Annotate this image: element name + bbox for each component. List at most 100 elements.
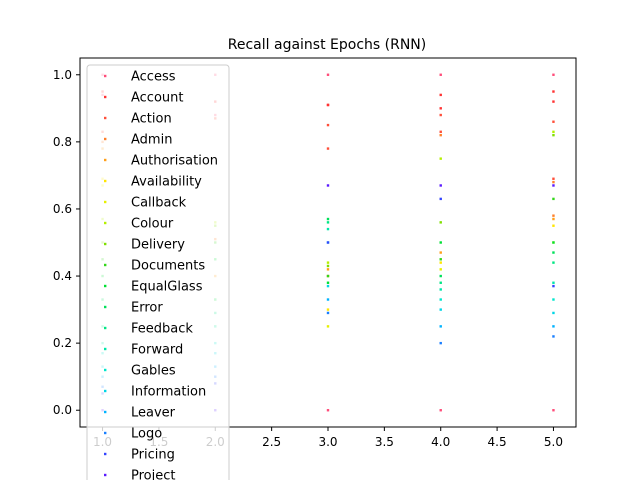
data-point	[326, 325, 330, 328]
data-point	[552, 90, 555, 93]
data-point	[552, 184, 555, 187]
data-point	[552, 120, 555, 123]
legend-box	[86, 64, 230, 480]
data-point	[326, 284, 330, 288]
chart-title: Recall against Epochs (RNN)	[228, 37, 426, 53]
x-tick-label: 4.5	[488, 435, 507, 449]
legend-marker	[104, 137, 107, 141]
data-point	[552, 214, 555, 217]
data-point	[552, 241, 555, 244]
data-point	[439, 308, 442, 311]
legend-marker	[104, 263, 107, 267]
y-tick-label: 0.0	[53, 403, 72, 417]
data-point	[439, 261, 442, 264]
data-point	[439, 341, 442, 345]
data-point	[552, 180, 555, 184]
legend-marker	[104, 326, 107, 330]
legend-marker	[104, 431, 107, 435]
legend-marker	[104, 389, 107, 393]
x-tick-label: 5.0	[544, 435, 563, 449]
legend-label: Forward	[131, 343, 183, 358]
data-point	[552, 325, 555, 328]
data-point	[439, 268, 442, 271]
legend-label: Availability	[131, 175, 202, 190]
legend-label: Feedback	[131, 322, 193, 337]
data-point	[552, 298, 555, 301]
data-point	[552, 281, 555, 284]
data-point	[439, 298, 442, 301]
data-point	[326, 281, 330, 284]
data-point	[552, 335, 555, 338]
data-point	[552, 409, 555, 412]
data-point	[439, 409, 442, 412]
legend-marker	[104, 347, 107, 351]
data-point	[552, 251, 555, 254]
data-point	[552, 261, 555, 264]
data-point	[326, 268, 330, 271]
data-point	[439, 93, 442, 97]
data-point	[552, 311, 555, 315]
data-point	[552, 100, 555, 103]
data-point	[439, 281, 442, 284]
x-tick-label: 2.5	[262, 435, 281, 449]
data-point	[326, 73, 330, 76]
data-point	[326, 274, 330, 278]
legend-marker	[104, 221, 107, 225]
data-point	[552, 217, 555, 221]
data-point	[326, 147, 330, 150]
y-axis: 0.0 0.2 0.4 0.6 0.8 1.0	[53, 68, 80, 417]
data-point	[439, 288, 442, 291]
legend-label: Documents	[131, 259, 205, 274]
legend-label: Logo	[131, 427, 162, 442]
data-point	[326, 261, 330, 264]
legend-marker	[104, 242, 107, 246]
legend-marker	[104, 305, 107, 309]
legend-label: Access	[131, 70, 176, 85]
data-point	[439, 73, 442, 76]
data-point	[439, 258, 442, 261]
data-point	[552, 130, 555, 133]
data-point	[439, 107, 442, 110]
x-tick-label: 4.0	[431, 435, 450, 449]
legend-marker	[104, 95, 107, 99]
data-point	[552, 284, 555, 288]
data-point	[326, 298, 330, 301]
data-point	[326, 221, 330, 224]
legend-label: EqualGlass	[131, 280, 203, 295]
data-point	[439, 184, 442, 187]
legend-label: Project	[131, 469, 175, 480]
legend-label: Pricing	[131, 448, 175, 463]
legend-marker	[104, 200, 107, 204]
data-point	[326, 227, 330, 231]
data-point	[326, 241, 330, 244]
data-point	[326, 184, 330, 187]
legend-marker	[104, 179, 107, 183]
data-point	[439, 251, 442, 254]
y-tick-label: 0.6	[53, 202, 72, 216]
data-point	[439, 241, 442, 244]
y-tick-label: 0.2	[53, 336, 72, 350]
legend-label: Account	[131, 91, 184, 106]
legend-label: Callback	[131, 196, 187, 211]
data-point	[326, 217, 330, 221]
legend-marker	[104, 410, 107, 414]
legend-marker	[104, 74, 107, 78]
legend-marker	[104, 452, 107, 456]
legend-marker	[104, 158, 107, 162]
data-point	[326, 123, 330, 127]
legend-label: Gables	[131, 364, 176, 379]
legend-label: Delivery	[131, 238, 185, 253]
data-point	[552, 177, 555, 180]
data-point	[439, 221, 442, 224]
legend-label: Information	[131, 385, 206, 400]
data-point	[552, 73, 555, 76]
legend-label: Admin	[131, 133, 172, 148]
y-tick-label: 0.8	[53, 135, 72, 149]
x-tick-label: 3.0	[318, 435, 337, 449]
legend-label: Error	[131, 301, 163, 316]
data-point	[326, 311, 330, 315]
legend-label: Leaver	[131, 406, 176, 421]
data-point	[552, 197, 555, 201]
data-point	[439, 325, 442, 328]
